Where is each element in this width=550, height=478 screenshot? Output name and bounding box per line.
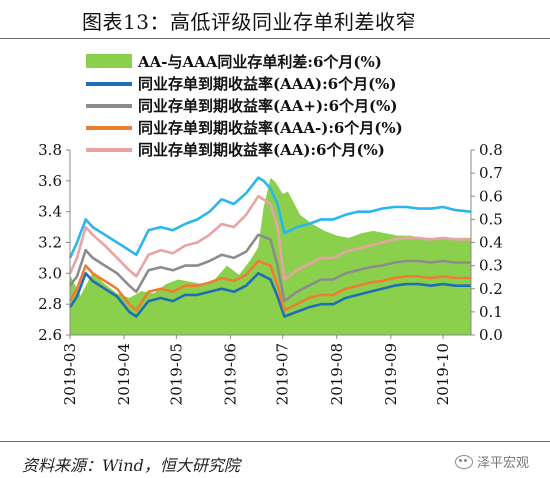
series-line-5: [68, 176, 472, 259]
series-line-4: [68, 194, 471, 281]
y-right-tick-label: 0.7: [479, 164, 503, 182]
y-right-tick-label: 0.4: [479, 234, 503, 252]
y-right-tick-label: 0.8: [479, 141, 503, 159]
y-left-tick-label: 3.6: [38, 172, 62, 190]
y-right-tick-label: 0.5: [479, 210, 503, 228]
legend-label: 同业存单到期收益率(AA):6个月(%): [138, 141, 385, 159]
watermark-text: 泽平宏观: [477, 456, 530, 471]
x-tick-label: 2019-05: [167, 343, 185, 405]
y-left-tick-label: 3.0: [38, 264, 62, 282]
x-tick-label: 2019-08: [328, 343, 346, 405]
x-tick-label: 2019-03: [61, 343, 79, 405]
footer-divider: [0, 441, 550, 442]
x-tick-label: 2019-09: [382, 343, 400, 405]
legend-label: 同业存单到期收益率(AA+):6个月(%): [138, 97, 397, 115]
area-layer: [70, 177, 471, 335]
legend-label: 同业存单到期收益率(AAA):6个月(%): [138, 75, 397, 93]
y-left-tick-label: 3.4: [38, 203, 62, 221]
legend-label: AA-与AAA同业存单利差:6个月(%): [137, 53, 382, 71]
watermark: 泽平宏观: [455, 452, 529, 471]
wechat-icon: [455, 454, 473, 469]
legend-swatch: [86, 54, 132, 68]
x-tick-label: 2019-10: [434, 343, 452, 405]
series-line-2: [68, 233, 471, 303]
chart: 2.6 2.8 3.0 3.2 3.4 3.6 3.8 0.0 0.1 0.2 0.3 0.4 0.5 0…: [38, 53, 503, 405]
y-left-tick-label: 2.8: [38, 295, 62, 313]
series-area-0: [70, 177, 471, 335]
y-right-tick-label: 0.0: [479, 326, 503, 344]
y-right-tick-label: 0.1: [479, 303, 503, 321]
legend-label: 同业存单到期收益率(AAA-):6个月(%): [138, 119, 403, 137]
y-right-tick-label: 0.2: [479, 280, 503, 298]
y-right-tick-label: 0.3: [479, 257, 503, 275]
series-line-3: [68, 259, 471, 312]
y-left-tick-label: 3.2: [38, 234, 62, 252]
chart-title: 图表13：高低评级同业存单利差收窄: [82, 10, 416, 34]
lines-layer: [68, 176, 472, 318]
source-note: 资料来源：Wind，恒大研究院: [22, 456, 240, 475]
title-divider: [0, 38, 550, 39]
y-right-tick-label: 0.6: [479, 187, 503, 205]
y-left-tick-label: 3.8: [38, 141, 62, 159]
y-left-tick-label: 2.6: [38, 326, 62, 344]
x-tick-label: 2019-06: [221, 343, 239, 405]
legend: AA-与AAA同业存单利差:6个月(%) 同业存单到期收益率(AAA):6个月(%…: [86, 53, 403, 159]
x-tick-label: 2019-04: [115, 343, 133, 405]
x-tick-label: 2019-07: [274, 343, 292, 405]
series-line-1: [68, 272, 471, 318]
axes-layer: 2.6 2.8 3.0 3.2 3.4 3.6 3.8 0.0 0.1 0.2 0.3 0.4 0.5 0…: [38, 141, 503, 405]
